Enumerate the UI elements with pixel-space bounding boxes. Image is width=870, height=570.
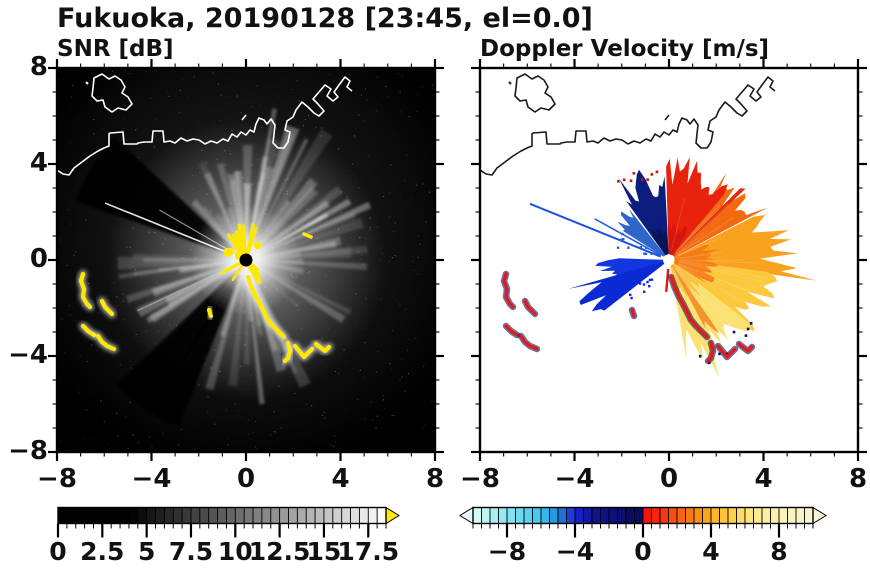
snr-x-tick-label: 0 <box>236 464 256 494</box>
radar-center-dot <box>664 255 674 265</box>
snr-y-tick-label: −4 <box>8 340 48 370</box>
snr-panel-title: SNR [dB] <box>57 36 174 62</box>
snr-x-tick-label: 4 <box>331 464 350 494</box>
thin-ray <box>529 202 662 258</box>
velocity-sector <box>674 244 722 284</box>
velocity-fan <box>529 157 817 378</box>
velocity-sector <box>568 261 665 312</box>
colorbar-tick-label: −4 <box>555 537 595 566</box>
radar-center-dot <box>239 253 253 267</box>
echo-arcs <box>500 270 756 365</box>
dark-wedge <box>75 137 241 258</box>
colorbar-tick-label: 17.5 <box>337 537 400 566</box>
snr-y-tick-label: 4 <box>29 148 48 178</box>
colorbar-over-arrow <box>385 506 400 525</box>
velocity-sector <box>671 264 720 334</box>
figure-title: Fukuoka, 20190128 [23:45, el=0.0] <box>57 3 593 34</box>
velocity-x-tick-label: 8 <box>848 464 868 494</box>
colorbar-tick-label: 10 <box>217 537 253 566</box>
snr-plot <box>48 59 444 461</box>
velocity-sector <box>668 223 688 255</box>
snr-colorbar <box>56 506 400 538</box>
coastline <box>480 73 776 176</box>
velocity-x-tick-label: −8 <box>460 464 500 494</box>
colorbar-ticks <box>472 523 814 538</box>
colorbar-tick-label: 8 <box>770 537 788 566</box>
velocity-plot <box>471 59 867 461</box>
velocity-x-tick-label: 4 <box>754 464 773 494</box>
dark-wedge <box>116 264 244 427</box>
colorbar-segments <box>57 507 387 524</box>
colorbar-tick-label: 0 <box>49 537 67 566</box>
colorbar-tick-label: 12.5 <box>248 537 311 566</box>
velocity-panel-title: Doppler Velocity [m/s] <box>480 36 770 62</box>
velocity-sector <box>595 258 664 281</box>
velocity-sector <box>617 208 666 257</box>
colorbar-tick-label: 0 <box>634 537 652 566</box>
snr-y-tick-label: 0 <box>29 244 48 274</box>
snr-y-tick-label: −8 <box>8 436 48 466</box>
colorbar-tick-label: −8 <box>487 537 527 566</box>
beam-texture <box>670 198 767 341</box>
colorbar-segments <box>472 507 814 524</box>
colorbar-under-arrow <box>459 506 474 525</box>
snr-content <box>57 68 435 452</box>
thin-ray <box>665 268 670 292</box>
velocity-sector <box>672 172 768 258</box>
colorbar-tick-label: 5 <box>137 537 156 566</box>
colorbar-tick-label: 15 <box>306 537 342 566</box>
velocity-x-tick-label: −4 <box>554 464 595 494</box>
thin-ray <box>594 218 662 257</box>
velocity-sector <box>651 222 669 256</box>
snr-x-tick-label: −4 <box>131 464 172 494</box>
colorbar-tick-label: 2.5 <box>80 537 125 566</box>
snr-x-tick-label: 8 <box>425 464 445 494</box>
colorbar-ticks <box>56 523 387 538</box>
snr-y-tick-label: 8 <box>29 52 48 82</box>
colorbar-over-arrow <box>812 506 827 525</box>
plot-frame <box>55 66 437 454</box>
velocity-content <box>480 68 858 452</box>
colorbar-tick-label: 4 <box>702 537 720 566</box>
velocity-sector <box>673 188 746 256</box>
snr-x-tick-label: −8 <box>37 464 77 494</box>
velocity-sector <box>618 169 669 256</box>
colorbar-tick-label: 7.5 <box>168 537 214 566</box>
velocity-colorbar <box>459 506 827 538</box>
coastline <box>57 73 353 176</box>
echo-arcs <box>77 232 333 365</box>
velocity-x-tick-label: 0 <box>659 464 679 494</box>
plot-frame <box>478 66 860 454</box>
axis-ticks <box>48 59 444 461</box>
